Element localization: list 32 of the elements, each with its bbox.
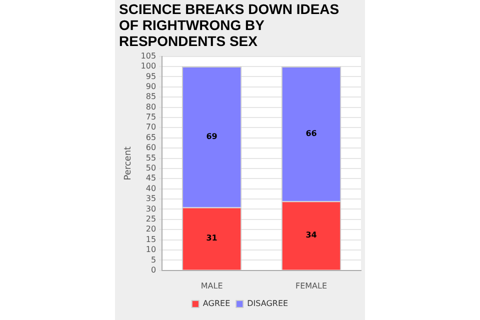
legend-label: DISAGREE: [247, 299, 288, 308]
y-tick-label: 35: [146, 194, 156, 204]
data-label: 31: [206, 234, 218, 243]
y-tick-label: 70: [146, 122, 156, 132]
y-tick-label: 100: [140, 62, 156, 71]
y-tick-label: 15: [146, 234, 156, 244]
y-tick-label: 0: [150, 265, 156, 274]
y-tick-label: 85: [146, 92, 156, 102]
y-tick-label: 5: [150, 255, 156, 264]
y-tick-label: 40: [146, 184, 156, 193]
y-tick-label: 45: [146, 174, 156, 183]
data-label: 66: [306, 128, 318, 138]
x-tick-label: MALE: [200, 281, 223, 290]
chart-title: SCIENCE BREAKS DOWN IDEAS OF RIGHTWRONG BY RESPONDENTS SEX: [119, 0, 340, 50]
data-label: 34: [306, 230, 318, 240]
y-tick-label: 20: [146, 224, 156, 234]
y-tick-label: 75: [146, 112, 156, 122]
y-tick-label: 60: [146, 143, 156, 152]
y-tick-label: 105: [140, 51, 156, 60]
y-tick-label: 65: [146, 132, 156, 142]
legend-label: AGREE: [202, 299, 230, 308]
y-axis-title: Percent: [124, 146, 134, 180]
y-tick-label: 10: [146, 245, 156, 254]
y-tick-label: 30: [146, 204, 156, 214]
y-tick-label: 80: [146, 102, 156, 112]
data-label: 69: [206, 132, 218, 141]
y-tick-label: 95: [146, 72, 156, 81]
y-tick-label: 90: [146, 82, 156, 91]
x-tick-label: FEMALE: [295, 281, 328, 290]
y-tick-label: 50: [146, 164, 156, 173]
y-tick-label: 55: [146, 153, 156, 162]
y-tick-label: 25: [146, 214, 156, 224]
